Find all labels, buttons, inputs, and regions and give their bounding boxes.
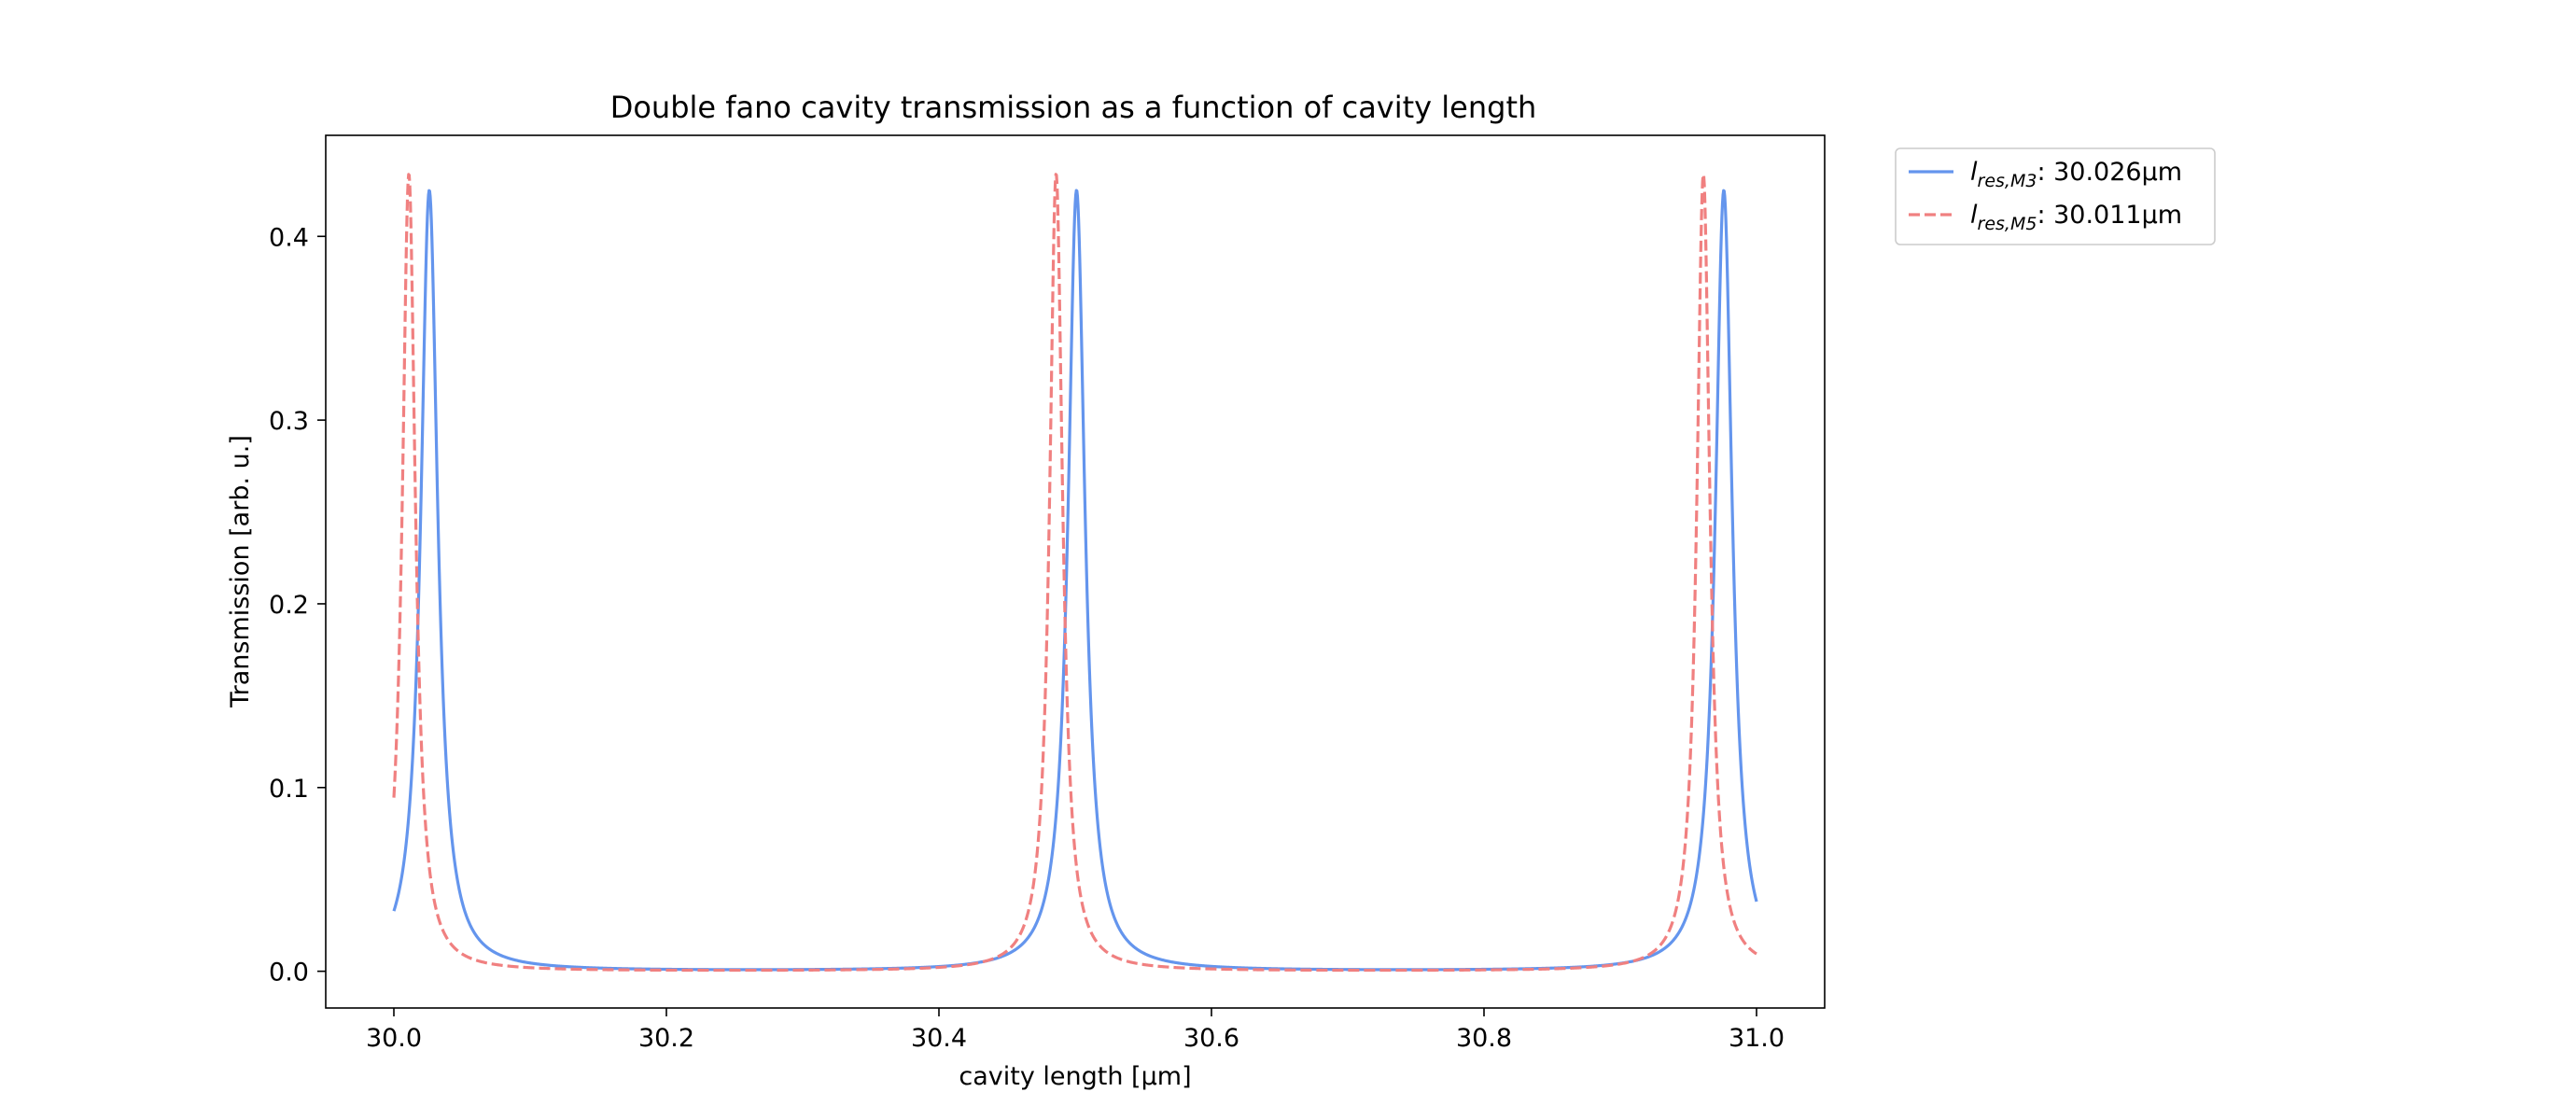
- x-tick-label: 30.2: [638, 1024, 694, 1053]
- legend-symbol: l: [1970, 201, 1978, 230]
- chart-title: Double fano cavity transmission as a fun…: [610, 90, 1537, 125]
- series-layer: [392, 173, 1758, 973]
- x-tick-label: 31.0: [1729, 1024, 1785, 1053]
- legend-subscript: res,M3: [1978, 171, 2037, 191]
- legend-value: : 30.026µm: [2037, 158, 2182, 187]
- y-axis-label: Transmission [arb. u.]: [226, 435, 255, 708]
- x-tick-label: 30.4: [911, 1024, 967, 1053]
- x-axis: 30.0 30.2 30.4 30.6 30.8 31.0: [366, 1008, 1785, 1053]
- legend-label-2: lres,M5: 30.011µm: [1970, 201, 2182, 234]
- x-tick-label: 30.0: [366, 1024, 422, 1053]
- y-tick-label: 0.2: [269, 591, 309, 620]
- y-tick-label: 0.4: [269, 223, 309, 252]
- plot-area: [325, 134, 1826, 1009]
- y-tick-label: 0.1: [269, 775, 309, 804]
- legend-subscript: res,M5: [1978, 214, 2037, 234]
- legend-label-1: lres,M3: 30.026µm: [1970, 158, 2182, 191]
- x-axis-label: cavity length [µm]: [959, 1062, 1191, 1091]
- series-line-2: [392, 173, 1757, 973]
- legend-symbol: l: [1970, 158, 1978, 187]
- y-axis: 0.0 0.1 0.2 0.3 0.4: [269, 223, 326, 987]
- x-tick-label: 30.6: [1183, 1024, 1239, 1053]
- legend-box: [1895, 147, 2216, 245]
- y-tick-label: 0.0: [269, 959, 309, 987]
- legend-value: : 30.011µm: [2037, 201, 2182, 230]
- x-tick-label: 30.8: [1456, 1024, 1512, 1053]
- plot-frame: [325, 134, 1826, 1009]
- y-tick-label: 0.3: [269, 407, 309, 436]
